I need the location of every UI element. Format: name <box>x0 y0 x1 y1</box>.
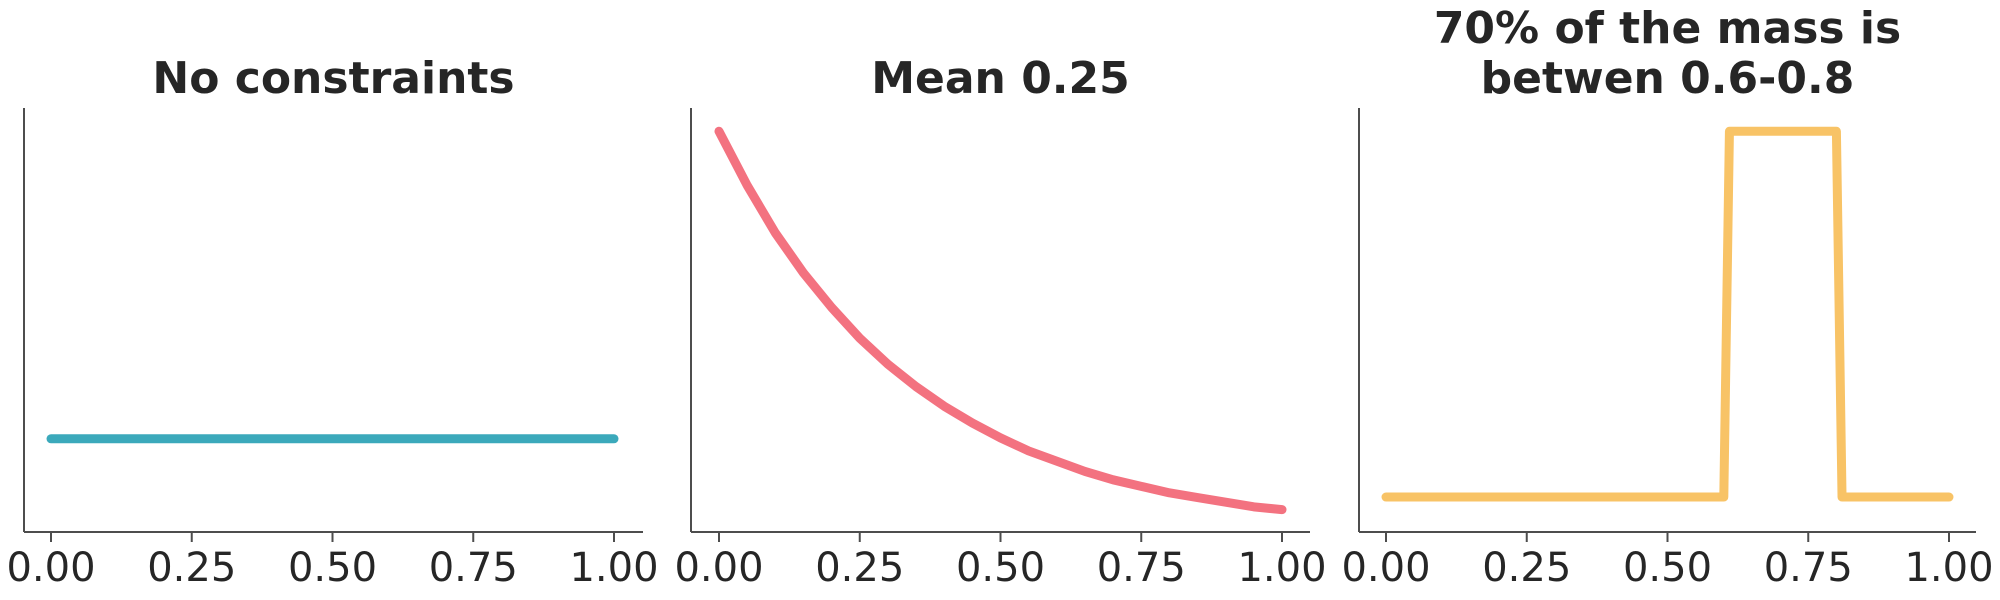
x-tick-label: 0.00 <box>1341 545 1430 591</box>
chart-panel: No constraints 0.00 0.25 0.50 0.75 1.00 <box>6 53 658 591</box>
series-line <box>1381 126 1954 502</box>
x-tick-label: 0.75 <box>1764 545 1853 591</box>
x-tick-label: 1.00 <box>1904 545 1993 591</box>
series-line <box>714 126 1287 515</box>
x-tick-label: 0.75 <box>1097 545 1186 591</box>
chart-panel: Mean 0.25 0.00 0.25 0.50 0.75 1.00 <box>674 53 1326 591</box>
x-tick-label: 0.50 <box>956 545 1045 591</box>
x-tick-label: 0.00 <box>674 545 763 591</box>
x-tick-label: 0.00 <box>6 545 95 591</box>
x-tick-label: 0.50 <box>288 545 377 591</box>
chart-title: 70% of the mass is <box>1434 3 1901 54</box>
x-tick-label: 1.00 <box>1237 545 1326 591</box>
chart-title: No constraints <box>152 53 514 104</box>
x-tick-label: 0.50 <box>1623 545 1712 591</box>
x-tick-label: 0.75 <box>429 545 518 591</box>
x-tick-label: 0.25 <box>1482 545 1571 591</box>
chart-title: Mean 0.25 <box>871 53 1130 104</box>
x-tick-label: 0.25 <box>815 545 904 591</box>
chart-title: betwen 0.6-0.8 <box>1481 53 1855 104</box>
x-tick-label: 0.25 <box>147 545 236 591</box>
x-tick-label: 1.00 <box>569 545 658 591</box>
